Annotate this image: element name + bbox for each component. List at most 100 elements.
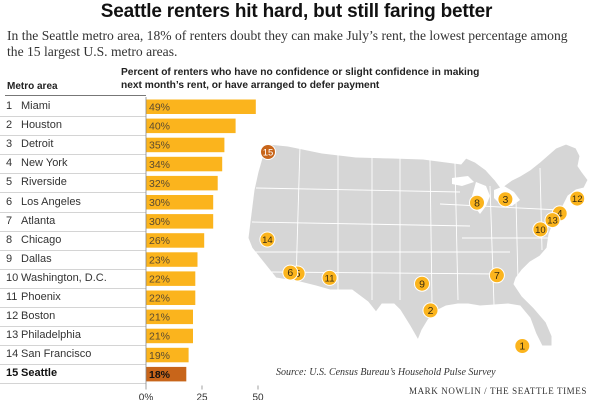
bar xyxy=(146,309,193,325)
metro-name: Phoenix xyxy=(21,291,61,303)
map-marker: 13 xyxy=(544,212,561,229)
metro-row: 1 Miami xyxy=(0,97,146,117)
map-marker-dot xyxy=(469,194,485,211)
map-marker-dot xyxy=(260,144,276,160)
map-marker: 3 xyxy=(497,191,514,208)
map-marker: 10 xyxy=(532,221,549,238)
metro-rank: 15 xyxy=(6,367,19,380)
metro-rank: 3 xyxy=(6,138,13,151)
bar xyxy=(146,195,214,210)
metro-rank: 2 xyxy=(6,119,13,132)
map-marker-label: 12 xyxy=(572,194,583,205)
map-marker-label: 15 xyxy=(263,148,274,159)
metro-name: Atlanta xyxy=(21,214,56,227)
map-marker-label: 14 xyxy=(262,235,273,246)
map-marker-label: 9 xyxy=(419,278,425,290)
map-marker-dot xyxy=(422,302,439,319)
map-marker: 8 xyxy=(469,194,485,211)
metro-row: 4 New York xyxy=(0,154,146,175)
bar-value-label: 35% xyxy=(149,140,170,152)
metro-row: 13 Philadelphia xyxy=(0,326,146,347)
map-marker-dot xyxy=(497,191,514,208)
bar-value-label: 23% xyxy=(149,254,170,266)
x-tick-label: 25 xyxy=(196,393,208,400)
metro-name: Chicago xyxy=(21,233,62,246)
metro-row: 14 San Francisco xyxy=(0,345,146,366)
map-marker-dot xyxy=(569,190,586,207)
metro-name: New York xyxy=(21,157,68,170)
metro-name: Los Angeles xyxy=(21,195,81,208)
metro-name: Seattle xyxy=(21,367,58,380)
map-marker-dot xyxy=(414,275,430,292)
bar-value-label: 40% xyxy=(149,121,170,133)
bar-value-label: 34% xyxy=(149,159,170,171)
metro-rank: 12 xyxy=(6,310,19,323)
bar-value-label: 22% xyxy=(149,273,170,285)
bar xyxy=(146,233,205,248)
metro-name: Boston xyxy=(21,310,56,323)
map-marker-label: 10 xyxy=(535,225,546,236)
bar-value-label: 30% xyxy=(149,197,170,209)
metro-row: 7 Atlanta xyxy=(0,212,146,232)
metro-row: 6 Los Angeles xyxy=(0,193,146,213)
metro-row: 9 Dallas xyxy=(0,250,146,270)
column-header-rule xyxy=(5,95,146,96)
map-marker-label: 2 xyxy=(428,305,434,317)
bar xyxy=(146,271,196,286)
map-marker: 14 xyxy=(259,231,276,248)
bar-chart-title: Percent of renters who have no confidenc… xyxy=(121,67,480,91)
bar xyxy=(146,175,218,191)
x-tick-label: 50 xyxy=(252,393,264,400)
bar xyxy=(146,214,214,229)
metro-rank: 10 xyxy=(6,271,19,284)
metro-name: Philadelphia xyxy=(21,329,81,342)
map-marker-dot xyxy=(259,231,276,248)
metro-rank: 5 xyxy=(6,176,13,189)
chart-subtitle: In the Seattle metro area, 18% of renter… xyxy=(7,28,568,59)
map-marker: 2 xyxy=(422,302,439,319)
state-borders-horizontal xyxy=(251,187,561,275)
bar-value-label: 19% xyxy=(149,350,170,362)
metro-row: 15 Seattle xyxy=(0,364,146,385)
metro-row: 12 Boston xyxy=(0,307,146,328)
map-marker: 1 xyxy=(514,338,531,354)
map-marker-dot xyxy=(532,221,549,238)
map-marker-label: 11 xyxy=(325,274,335,285)
map-marker-label: 7 xyxy=(494,270,500,282)
map-marker: 15 xyxy=(260,144,276,160)
bar xyxy=(146,366,187,382)
map-marker-dot xyxy=(544,212,561,229)
metro-row: 2 Houston xyxy=(0,116,146,137)
metro-area-column-header: Metro area xyxy=(7,81,58,92)
map-marker-dot xyxy=(514,338,531,354)
metro-area-list: 1 Miami 2 Houston 3 Detroit 4 New York 5 Riversid… xyxy=(0,0,150,400)
metro-rank: 8 xyxy=(6,233,13,246)
map-marker-dot xyxy=(321,269,338,286)
map-marker-dot xyxy=(488,267,505,284)
metro-name: Riverside xyxy=(21,176,67,189)
map-marker-label: 4 xyxy=(557,208,563,220)
credit-line: MARK NOWLIN / THE SEATTLE TIMES xyxy=(408,386,587,396)
metro-row: 8 Chicago xyxy=(0,231,146,251)
bar xyxy=(146,328,193,344)
bar-value-label: 32% xyxy=(149,178,170,190)
bar-value-label: 18% xyxy=(149,369,171,381)
metro-name: Washington, D.C. xyxy=(21,271,107,284)
map-marker: 12 xyxy=(569,190,586,207)
metro-rank: 4 xyxy=(6,157,13,170)
map-marker-label: 8 xyxy=(474,197,480,209)
metro-row: 3 Detroit xyxy=(0,135,146,156)
metro-rank: 6 xyxy=(6,195,13,208)
bar xyxy=(146,156,223,172)
state-borders xyxy=(251,145,561,306)
map-marker-label: 6 xyxy=(287,267,293,279)
bar xyxy=(146,137,225,153)
bar xyxy=(146,99,256,114)
map-marker-label: 13 xyxy=(547,216,558,227)
map-marker-dot xyxy=(282,264,299,281)
metro-rank: 9 xyxy=(6,252,13,265)
bar-value-label: 22% xyxy=(149,293,170,305)
metro-row: 5 Riverside xyxy=(0,173,146,194)
